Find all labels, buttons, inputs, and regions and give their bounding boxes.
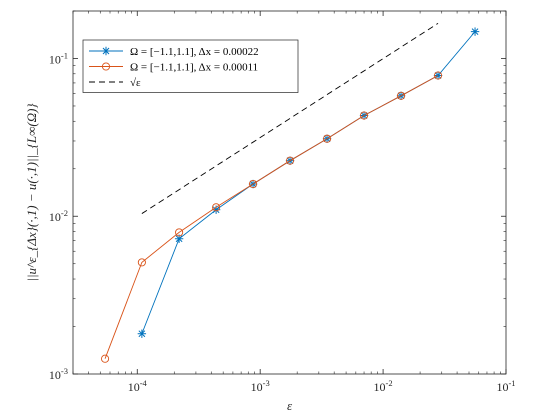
data-point xyxy=(175,228,184,237)
tick-exponent: -1 xyxy=(508,378,515,388)
y-axis-label: ||u^ε_{Δx}(·,1) − u(·,1)||_{L∞(Ω)} xyxy=(24,103,39,282)
y-tick-label: 10-2 xyxy=(49,208,68,224)
data-point xyxy=(323,134,332,143)
legend-label: √ε xyxy=(130,77,141,89)
series-3 xyxy=(141,22,439,214)
data-point xyxy=(137,258,146,267)
x-axis-label: ε xyxy=(287,398,293,413)
x-tick-label: 10-3 xyxy=(251,378,270,394)
data-point xyxy=(433,71,443,80)
data-point xyxy=(101,46,111,56)
tick-exponent: -3 xyxy=(61,366,68,376)
marker-stroke xyxy=(212,206,220,214)
data-point xyxy=(396,91,406,100)
data-point xyxy=(212,203,221,212)
legend-label: Ω = [−1.1,1.1], Δx = 0.00022 xyxy=(130,46,259,58)
data-point xyxy=(470,27,480,36)
tick-base: 10 xyxy=(128,380,140,394)
tick-exponent: -2 xyxy=(61,208,68,218)
marker-stroke xyxy=(471,28,479,36)
tick-base: 10 xyxy=(49,210,61,224)
tick-base: 10 xyxy=(49,368,61,382)
minor-ticks xyxy=(72,10,506,374)
data-point xyxy=(286,156,295,165)
tick-exponent: -1 xyxy=(61,50,68,60)
marker-stroke xyxy=(102,47,110,55)
tick-base: 10 xyxy=(49,52,61,66)
tick-base: 10 xyxy=(496,380,508,394)
x-tick-label: 10-4 xyxy=(128,378,148,394)
tick-base: 10 xyxy=(251,380,263,394)
data-point xyxy=(101,62,111,71)
data-point xyxy=(360,111,369,120)
tick-exponent: -2 xyxy=(386,378,393,388)
legend: Ω = [−1.1,1.1], Δx = 0.00022 Ω = [−1.1,1.… xyxy=(82,39,299,93)
major-ticks xyxy=(73,11,507,375)
marker-stroke xyxy=(138,330,146,338)
legend-label: Ω = [−1.1,1.1], Δx = 0.00011 xyxy=(130,62,258,74)
data-point xyxy=(249,179,258,189)
legend-item: √ε xyxy=(89,77,141,89)
plot-area: 10-4 10-3 10-2 10-110-310-210-1ε||u^ε_{Δx}(… xyxy=(24,10,516,413)
series-line xyxy=(104,75,439,359)
series-2 xyxy=(101,71,443,363)
tick-exponent: -3 xyxy=(263,378,270,388)
data-point xyxy=(137,329,147,338)
tick-base: 10 xyxy=(374,380,386,394)
y-tick-label: 10-1 xyxy=(49,50,68,66)
legend-item: Ω = [−1.1,1.1], Δx = 0.00011 xyxy=(89,62,258,74)
series-line xyxy=(141,22,439,214)
marker-stroke xyxy=(175,235,183,243)
x-tick-label: 10-2 xyxy=(374,378,393,394)
tick-exponent: -4 xyxy=(140,378,148,388)
y-tick-label: 10-3 xyxy=(49,366,68,382)
x-tick-label: 10-1 xyxy=(496,378,515,394)
data-point xyxy=(101,354,110,363)
legend-item: Ω = [−1.1,1.1], Δx = 0.00022 xyxy=(89,46,259,58)
